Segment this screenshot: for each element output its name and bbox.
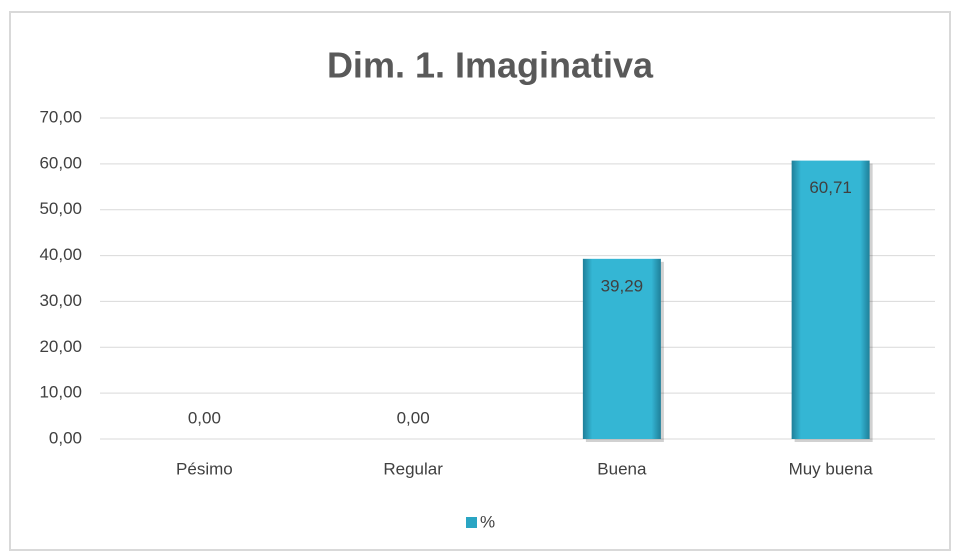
y-tick-label: 0,00 [49,428,82,447]
legend-label: % [480,512,495,531]
data-label: 39,29 [601,276,644,295]
y-tick-label: 10,00 [39,383,82,402]
y-tick-label: 20,00 [39,337,82,356]
y-tick-label: 40,00 [39,245,82,264]
data-label: 0,00 [188,408,221,427]
y-tick-label: 60,00 [39,153,82,172]
x-tick-label: Pésimo [176,459,233,478]
data-label: 0,00 [397,408,430,427]
x-tick-label: Muy buena [789,459,874,478]
y-tick-label: 50,00 [39,199,82,218]
x-tick-label: Buena [597,459,647,478]
x-tick-label: Regular [383,459,443,478]
chart-title: Dim. 1. Imaginativa [327,45,654,86]
legend-swatch [466,517,477,528]
y-tick-label: 70,00 [39,107,82,126]
data-label: 60,71 [809,178,852,197]
bar [791,160,870,439]
y-tick-label: 30,00 [39,291,82,310]
bar [582,258,661,439]
